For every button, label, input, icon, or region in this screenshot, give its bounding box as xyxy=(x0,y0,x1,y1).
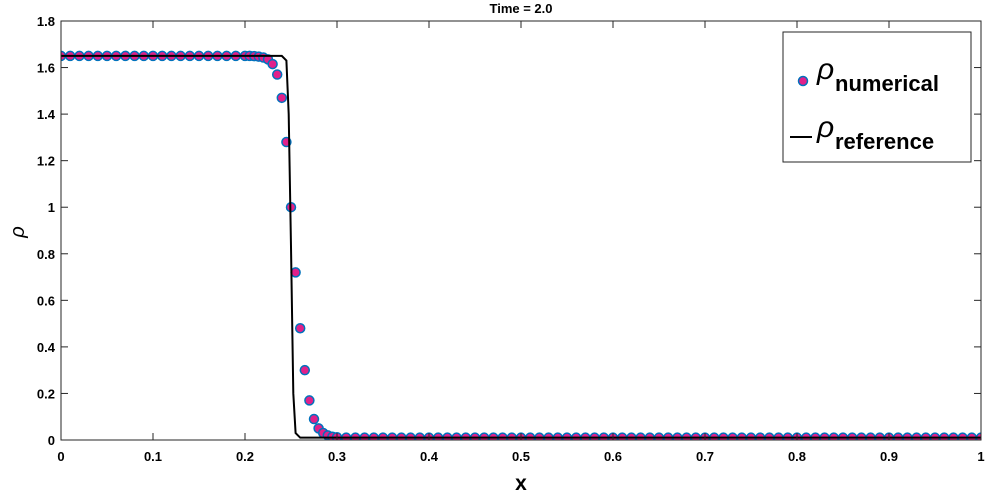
x-tick-label: 0.9 xyxy=(880,449,898,464)
x-tick-label: 0.6 xyxy=(604,449,622,464)
legend-symbol: ρ xyxy=(816,111,834,144)
legend-marker xyxy=(797,75,809,87)
legend-symbol: ρ xyxy=(816,53,834,86)
x-tick-label: 0 xyxy=(57,449,64,464)
legend-box xyxy=(782,31,972,163)
data-point xyxy=(299,364,311,376)
x-tick-label: 0.4 xyxy=(420,449,439,464)
legend-subscript: reference xyxy=(835,129,934,154)
y-tick-label: 0 xyxy=(48,433,55,448)
reference-line xyxy=(61,54,981,439)
x-tick-label: 0.1 xyxy=(144,449,162,464)
x-tick-label: 0.5 xyxy=(512,449,530,464)
y-tick-label: 0.4 xyxy=(37,340,56,355)
x-tick-label: 0.7 xyxy=(696,449,714,464)
y-tick-label: 1.2 xyxy=(37,154,55,169)
data-point xyxy=(294,323,306,334)
x-tick-label: 0.8 xyxy=(788,449,806,464)
x-tick-label: 0.3 xyxy=(328,449,346,464)
y-tick-label: 1.4 xyxy=(37,107,56,122)
y-tick-label: 0.6 xyxy=(37,293,55,308)
x-axis-label: x xyxy=(515,472,527,495)
legend-subscript: numerical xyxy=(835,71,939,96)
chart-title: Time = 2.0 xyxy=(490,1,553,16)
y-axis-label: ρ xyxy=(7,226,29,238)
data-point xyxy=(276,92,288,104)
data-point xyxy=(271,69,283,80)
data-point xyxy=(308,413,320,425)
x-tick-label: 1 xyxy=(977,449,984,464)
y-tick-label: 1.8 xyxy=(37,14,55,29)
data-point xyxy=(304,395,315,406)
y-tick-label: 0.2 xyxy=(37,386,55,401)
x-tick-label: 0.2 xyxy=(236,449,254,464)
y-tick-label: 0.8 xyxy=(37,247,55,262)
y-tick-label: 1.6 xyxy=(37,61,55,76)
y-tick-label: 1 xyxy=(48,200,55,215)
data-point xyxy=(267,58,278,70)
